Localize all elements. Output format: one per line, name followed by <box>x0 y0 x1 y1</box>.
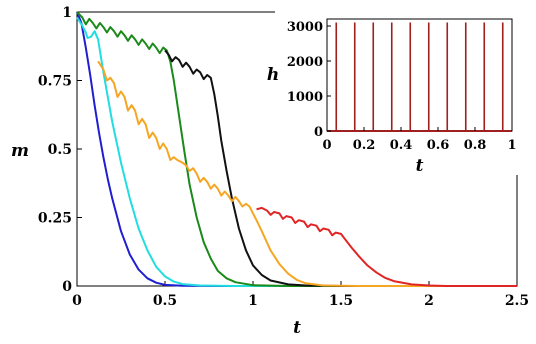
main-y-tick-label: 1 <box>62 5 72 21</box>
main-y-tick-label: 0.25 <box>38 211 72 227</box>
inset-background <box>275 11 520 175</box>
inset-y-tick-label: 1000 <box>287 90 323 105</box>
main-y-tick-label: 0.5 <box>48 142 72 158</box>
main-x-tick-label: 0.5 <box>153 293 177 309</box>
main-series-line-4 <box>164 49 517 287</box>
inset-x-tick-label: 0.8 <box>464 138 487 153</box>
main-series-line-2 <box>76 16 517 287</box>
main-x-tick-label: 0 <box>72 293 82 309</box>
main-y-tick-label: 0 <box>62 279 72 295</box>
inset-x-tick-label: 0.6 <box>427 138 450 153</box>
main-series-line-6 <box>256 206 517 287</box>
main-series-line-1 <box>76 11 517 287</box>
main-y-tick-label: 0.75 <box>38 74 72 90</box>
main-y-axis-label: m <box>11 141 29 161</box>
inset-x-tick-label: 0.4 <box>390 138 413 153</box>
inset-y-axis-label: h <box>267 65 279 85</box>
inset-x-tick-label: 0 <box>322 138 331 153</box>
main-plot: 0 0.5 1 1.5 2 2.5 0 0.25 0.5 0.75 1 t m <box>11 5 529 338</box>
main-x-axis-label: t <box>293 318 301 338</box>
inset-plot: 0 0.2 0.4 0.6 0.8 1 0 1000 2000 3000 t h <box>267 11 520 176</box>
main-x-tick-label: 2 <box>424 293 434 309</box>
main-x-tick-label: 1.5 <box>329 293 353 309</box>
inset-x-axis-label: t <box>416 156 424 176</box>
main-series-line-3 <box>76 11 517 287</box>
inset-y-tick-label: 2000 <box>287 55 323 70</box>
main-x-tick-label: 2.5 <box>505 293 529 309</box>
inset-x-tick-label: 1 <box>507 138 516 153</box>
main-series-line-5 <box>97 60 517 287</box>
inset-y-tick-label: 3000 <box>287 20 323 35</box>
main-x-tick-label: 1 <box>248 293 258 309</box>
inset-y-tick-label: 0 <box>314 125 323 140</box>
inset-x-tick-label: 0.2 <box>353 138 376 153</box>
